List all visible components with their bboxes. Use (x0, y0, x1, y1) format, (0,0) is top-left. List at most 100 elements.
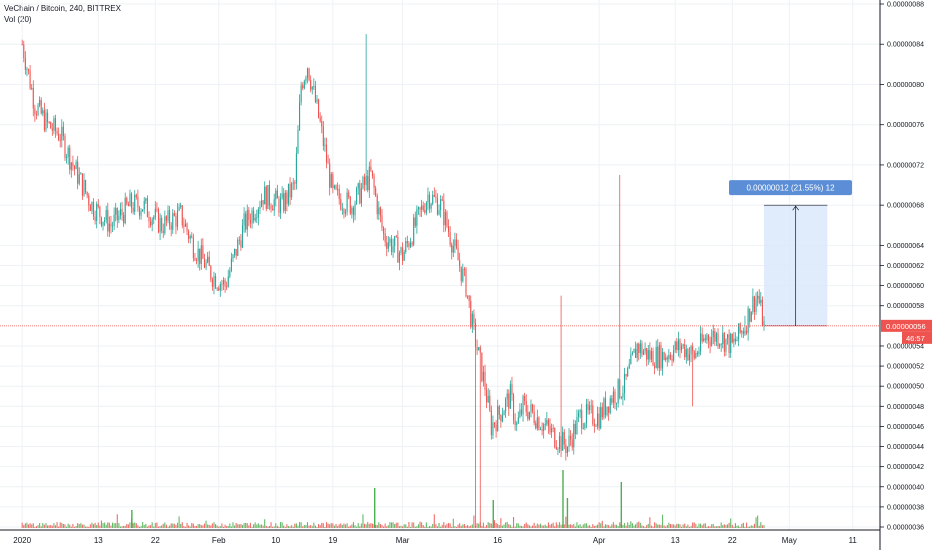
candle-body (644, 348, 646, 352)
volume-spike (131, 510, 133, 528)
volume-bar (207, 524, 209, 528)
volume-bar (482, 522, 484, 528)
volume-bar (59, 522, 61, 528)
volume-bar (371, 523, 374, 528)
volume-bar (146, 526, 148, 528)
volume-bar (414, 526, 416, 528)
volume-bar (383, 526, 385, 528)
candle-body (135, 194, 137, 197)
candle-body (59, 140, 61, 141)
volume-bar (506, 522, 508, 528)
candle-body (218, 288, 220, 291)
volume-bar (176, 522, 179, 528)
volume-bar (234, 525, 236, 528)
volume-bar (197, 524, 199, 528)
volume-bar (226, 526, 228, 528)
candle-body (327, 162, 329, 164)
volume-bar (558, 522, 561, 528)
volume-bar (148, 525, 150, 528)
candle-body (235, 248, 237, 256)
volume-bar (92, 524, 95, 528)
candle-body (579, 410, 581, 413)
volume-bar (452, 518, 454, 528)
volume-bar (335, 523, 337, 528)
volume-bar (524, 524, 526, 528)
candle-body (581, 410, 583, 429)
candle-body (505, 399, 507, 412)
candle-body (195, 260, 198, 262)
time-tick-label: 11 (849, 536, 858, 545)
candle-body (289, 183, 291, 198)
volume-bar (736, 525, 738, 528)
candle-body (362, 176, 364, 189)
volume-bar (402, 526, 404, 528)
volume-bar (658, 524, 660, 528)
candle-body (188, 231, 190, 239)
volume-bar (145, 523, 147, 528)
candle-body (291, 183, 293, 198)
candle-body (40, 99, 42, 114)
volume-bar (137, 525, 139, 528)
candle-body (370, 166, 372, 171)
volume-bar (551, 523, 553, 528)
volume-bar (387, 525, 389, 528)
candle-body (725, 338, 727, 352)
volume-bars (21, 470, 765, 528)
time-tick-label: 10 (271, 536, 280, 545)
candle-body (287, 183, 290, 204)
volume-bar (744, 526, 746, 528)
candle-body (568, 435, 570, 447)
candle-body (592, 405, 594, 425)
volume-bar (338, 524, 340, 528)
candle-body (604, 398, 607, 416)
candle-body (181, 205, 183, 226)
candle-body (150, 221, 152, 226)
candle-body (617, 379, 619, 403)
candle-body (172, 213, 174, 230)
volume-bar (202, 525, 204, 528)
candle-body (704, 338, 706, 340)
candle-body (111, 225, 114, 227)
volume-bar (625, 525, 627, 528)
volume-bar (449, 523, 451, 528)
volume-bar (56, 522, 58, 528)
measure-tool[interactable]: 0.00000012 (21.55%) 12 (729, 180, 852, 327)
volume-bar (268, 525, 271, 528)
candle-body (254, 217, 256, 221)
volume-bar (77, 523, 79, 528)
candle-body (62, 126, 64, 137)
price-tick-label: 0.00000046 (887, 424, 924, 431)
price-axis[interactable]: 0.00000088 0.00000084 0.00000080 0.00000076… (879, 0, 932, 550)
candle-body (608, 406, 610, 413)
volume-bar (520, 525, 523, 528)
candle-body (465, 268, 467, 297)
volume-bar (587, 525, 589, 528)
candle-body (733, 338, 735, 343)
time-axis[interactable]: 2020 13 22 Feb 10 19 Mar 16 Apr 13 22 May 11 (0, 529, 880, 545)
volume-bar (48, 525, 50, 528)
candle-body (413, 217, 415, 245)
volume-bar (574, 526, 576, 528)
candle-body (48, 122, 50, 123)
candle-body (303, 80, 305, 89)
candle-body (576, 416, 578, 435)
candle-body (587, 404, 589, 411)
volume-bar (337, 526, 339, 528)
volume-bar (180, 523, 182, 528)
volume-bar (742, 522, 744, 528)
candle-body (34, 108, 36, 115)
candle-body (700, 333, 702, 352)
volume-bar (318, 523, 320, 528)
volume-bar (535, 525, 537, 528)
volume-bar (528, 525, 530, 528)
candle-body (416, 209, 418, 226)
volume-bar (188, 525, 190, 528)
candle-body (267, 185, 269, 209)
candle-body (272, 208, 274, 211)
candle-body (270, 205, 272, 209)
volume-bar (80, 523, 82, 528)
volume-bar (352, 522, 355, 528)
candle-body (538, 417, 540, 430)
candle-body (246, 210, 248, 230)
